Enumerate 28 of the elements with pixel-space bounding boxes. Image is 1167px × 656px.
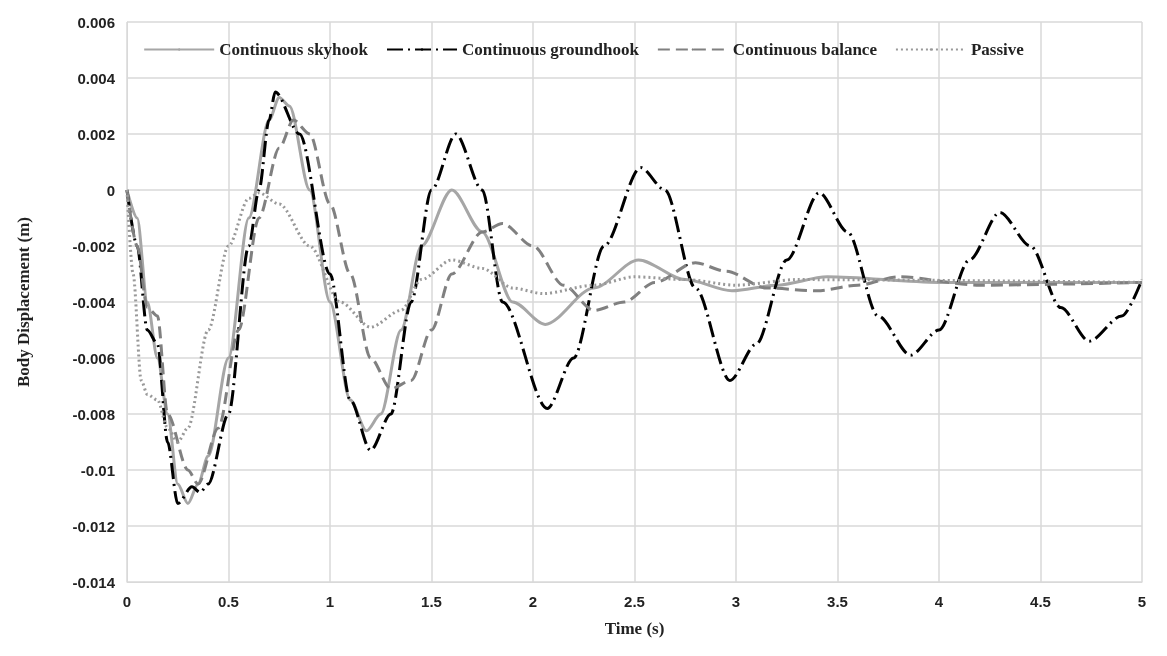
y-tick-label: -0.008: [72, 405, 115, 423]
y-tick-label: 0.006: [77, 13, 115, 31]
y-tick-label: 0.002: [77, 125, 115, 143]
x-tick-label: 1: [325, 593, 335, 610]
x-tick-label: 4.5: [1030, 593, 1051, 610]
x-axis-title: Time (s): [604, 619, 665, 638]
y-tick-label: 0.004: [77, 69, 116, 87]
y-axis-title: Body Displacement (m): [14, 217, 33, 387]
x-tick-label: 4: [934, 593, 944, 610]
x-tick-label: 5: [1137, 593, 1147, 610]
x-tick-label: 0: [122, 593, 132, 610]
x-tick-label: 2.5: [624, 593, 645, 610]
y-tick-label: -0.002: [72, 237, 115, 255]
legend-label: Continuous groundhook: [462, 40, 640, 59]
x-tick-label: 3.5: [827, 593, 848, 610]
x-tick-label: 2: [528, 593, 538, 610]
y-tick-label: -0.014: [72, 573, 116, 591]
y-tick-label: -0.01: [80, 461, 115, 479]
legend-label: Continuous balance: [732, 40, 878, 59]
legend-label: Continuous skyhook: [219, 40, 369, 59]
x-tick-label: 1.5: [421, 593, 442, 610]
y-tick-label: -0.006: [72, 349, 115, 367]
legend-label: Passive: [970, 40, 1025, 59]
y-tick-label: 0: [106, 181, 115, 199]
y-tick-label: -0.012: [72, 517, 115, 535]
x-tick-label: 0.5: [218, 593, 239, 610]
x-tick-label: 3: [731, 593, 741, 610]
y-tick-label: -0.004: [72, 293, 116, 311]
